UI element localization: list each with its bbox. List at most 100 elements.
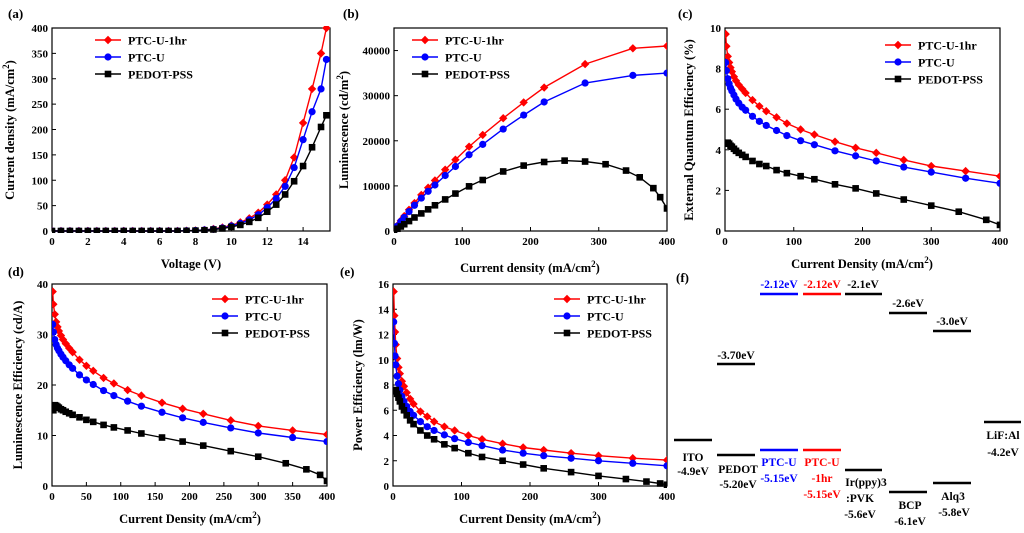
ptc-u-1hr-lumo-label: -2.12eV [803, 279, 841, 291]
y-tick-label: 10 [710, 23, 722, 35]
data-point [393, 339, 398, 347]
x-tick-label: 200 [181, 491, 198, 503]
data-point [393, 361, 400, 369]
data-point [499, 125, 507, 133]
data-point [498, 439, 507, 448]
data-point [174, 227, 181, 233]
data-point [762, 162, 770, 170]
data-point [782, 119, 792, 128]
data-point [75, 371, 84, 379]
data-point [89, 380, 97, 389]
data-point [405, 217, 413, 225]
x-tick-label: 150 [147, 491, 164, 503]
data-point [656, 193, 664, 201]
data-point [519, 98, 528, 107]
data-point [254, 453, 262, 461]
panel-d: 0 50 100 150 200 250 300 350 400 0 10 20 30 40 PTC-U-1… [8, 264, 336, 526]
series-ptc-u-1hr [393, 287, 667, 465]
data-point [440, 422, 449, 431]
data-point [900, 196, 908, 203]
data-point [567, 468, 575, 476]
data-point [996, 179, 1000, 187]
legend-marker [563, 312, 571, 320]
data-point [540, 465, 547, 472]
data-point [756, 160, 763, 168]
data-point [519, 461, 527, 468]
x-tick-label: 10 [226, 236, 238, 248]
y-tick-label: 30000 [363, 91, 391, 103]
panel-a: 0 2 4 6 8 10 12 14 0 50 100 150 200 250 300 350 400 PTC-U… [1, 6, 331, 271]
x-tick-label: 400 [992, 236, 1009, 248]
panel-b: 0 100 200 300 400 0 10000 20000 30000 40000 PTC-U-… [335, 6, 676, 275]
y-axis-label: Power Efficiency (lm/W) [351, 319, 365, 451]
x-tick-label: 200 [522, 491, 539, 503]
data-point [52, 310, 59, 319]
series-line [393, 291, 667, 461]
data-point [725, 42, 731, 51]
data-point [52, 300, 58, 309]
data-point [451, 444, 458, 452]
data-point [272, 194, 280, 203]
lifal-layer-label: LiF:Al [986, 430, 1019, 442]
data-point [157, 398, 167, 407]
data-point [66, 227, 74, 233]
legend-marker [104, 53, 112, 61]
legend-marker [104, 70, 112, 78]
data-point [308, 143, 316, 151]
data-point [725, 58, 730, 67]
y-tick-label: 0 [43, 481, 49, 493]
data-point [69, 364, 77, 372]
x-tick-label: 100 [786, 236, 803, 248]
legend-label: PEDOT-PSS [128, 68, 193, 82]
legend-label: PEDOT-PSS [245, 327, 310, 341]
data-point [84, 227, 92, 233]
data-point [316, 471, 324, 479]
legend-label: PEDOT-PSS [587, 327, 652, 341]
data-point [465, 151, 473, 159]
data-point [396, 398, 404, 405]
data-point [464, 438, 472, 447]
panel-label: (e) [340, 264, 354, 279]
data-point [62, 408, 70, 416]
data-point [226, 416, 235, 425]
data-point [52, 320, 57, 328]
lifal-energy-label: -4.2eV [987, 447, 1019, 459]
data-point [650, 184, 657, 192]
x-tick-label: 0 [722, 236, 728, 248]
data-point [594, 457, 603, 465]
series-ptc-u [52, 55, 330, 233]
y-tick-label: 10000 [363, 181, 391, 193]
data-point [662, 41, 667, 51]
x-tick-label: 2 [85, 236, 91, 248]
data-point [540, 452, 548, 460]
data-point [852, 185, 859, 192]
data-point [228, 223, 235, 231]
data-point [755, 101, 764, 111]
data-point [410, 201, 419, 209]
data-point [75, 355, 84, 364]
data-point [810, 130, 819, 139]
data-point [441, 196, 449, 203]
y-axis-label: Luminescence (cd/m2) [335, 71, 351, 189]
data-point [68, 347, 77, 357]
data-point [89, 418, 97, 426]
x-tick-label: 0 [390, 491, 396, 503]
ito-layer-label: ITO [683, 452, 704, 464]
x-axis-label: Voltage (V) [161, 257, 221, 271]
data-point [397, 223, 405, 230]
legend-label: PTC-U [587, 310, 624, 324]
legend-marker [563, 329, 571, 337]
y-tick-label: 6 [384, 405, 390, 417]
data-point [179, 438, 186, 445]
legend-marker [421, 70, 429, 78]
data-point [138, 227, 145, 233]
y-tick-label: 350 [32, 48, 49, 60]
data-point [423, 423, 431, 431]
pedot-lumo-label: -3.70eV [717, 350, 755, 362]
data-point [738, 151, 746, 159]
data-point [411, 214, 418, 221]
y-tick-label: 0 [385, 226, 391, 238]
ptc-u-layer-label: PTC-U [761, 457, 797, 469]
alq3-homo-label: -5.8eV [938, 507, 970, 519]
